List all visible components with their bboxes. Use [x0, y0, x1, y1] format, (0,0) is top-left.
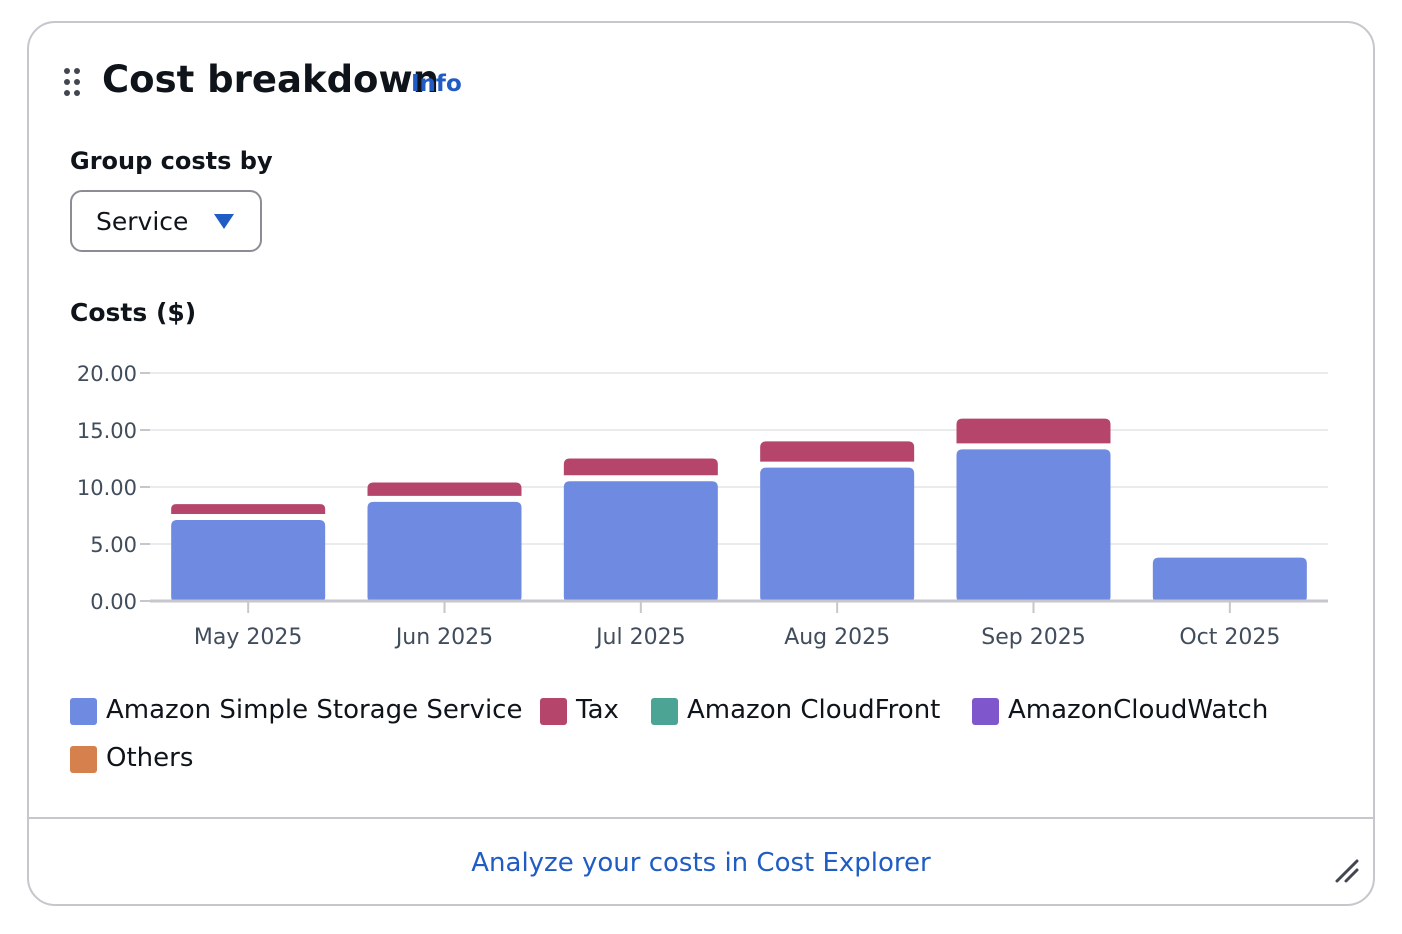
y-tick-label: 5.00	[90, 533, 137, 557]
cost-bar-chart: 0.00 5.00 10.00 15.00 20.00 May 2025 Jun 2025 J…	[77, 362, 1328, 650]
bar-amazon-simple-storage-service	[563, 481, 718, 601]
group-by-value: Service	[96, 207, 189, 236]
legend-label: Amazon Simple Storage Service	[106, 695, 523, 725]
legend-label: Others	[106, 743, 194, 773]
x-tick-label: Jun 2025	[394, 625, 493, 650]
chart-title: Costs ($)	[70, 298, 197, 327]
bar-tax	[367, 482, 522, 496]
caret-down-icon	[214, 214, 234, 229]
cost-explorer-link[interactable]: Analyze your costs in Cost Explorer	[471, 848, 931, 878]
bar-amazon-simple-storage-service	[171, 520, 326, 601]
y-tick-label: 15.00	[77, 419, 137, 443]
drag-handle-icon[interactable]	[63, 67, 83, 99]
bar-tax	[171, 504, 326, 515]
legend-label: AmazonCloudWatch	[1008, 695, 1269, 725]
bar-amazon-simple-storage-service	[367, 501, 522, 601]
y-tick-label: 20.00	[77, 362, 137, 386]
legend-label: Amazon CloudFront	[687, 695, 941, 725]
bar-amazon-simple-storage-service	[1152, 557, 1307, 601]
y-tick-label: 10.00	[77, 476, 137, 500]
legend-swatch	[651, 698, 678, 725]
resize-handle-icon[interactable]	[1335, 859, 1359, 883]
x-tick-label: Oct 2025	[1179, 625, 1280, 650]
bar-tax	[956, 418, 1111, 444]
info-link[interactable]: Info	[411, 71, 462, 97]
legend-swatch	[70, 746, 97, 773]
x-tick-label: Aug 2025	[784, 625, 890, 650]
legend-swatch	[70, 698, 97, 725]
x-tick-label: Sep 2025	[981, 625, 1085, 650]
bar-amazon-simple-storage-service	[760, 467, 915, 601]
group-by-select[interactable]: Service	[70, 190, 262, 252]
bar-tax	[563, 458, 718, 476]
footer-divider	[29, 817, 1373, 819]
bar-amazon-simple-storage-service	[956, 449, 1111, 601]
widget-title: Cost breakdown	[102, 58, 439, 101]
x-tick-label: Jul 2025	[594, 625, 686, 650]
group-by-label: Group costs by	[70, 147, 273, 175]
cost-breakdown-widget: Cost breakdown Info Group costs by Servi…	[27, 21, 1375, 906]
legend-swatch	[972, 698, 999, 725]
bar-tax	[760, 441, 915, 462]
y-tick-label: 0.00	[90, 590, 137, 614]
x-tick-label: May 2025	[194, 625, 302, 650]
legend-label: Tax	[576, 695, 619, 725]
legend-swatch	[540, 698, 567, 725]
